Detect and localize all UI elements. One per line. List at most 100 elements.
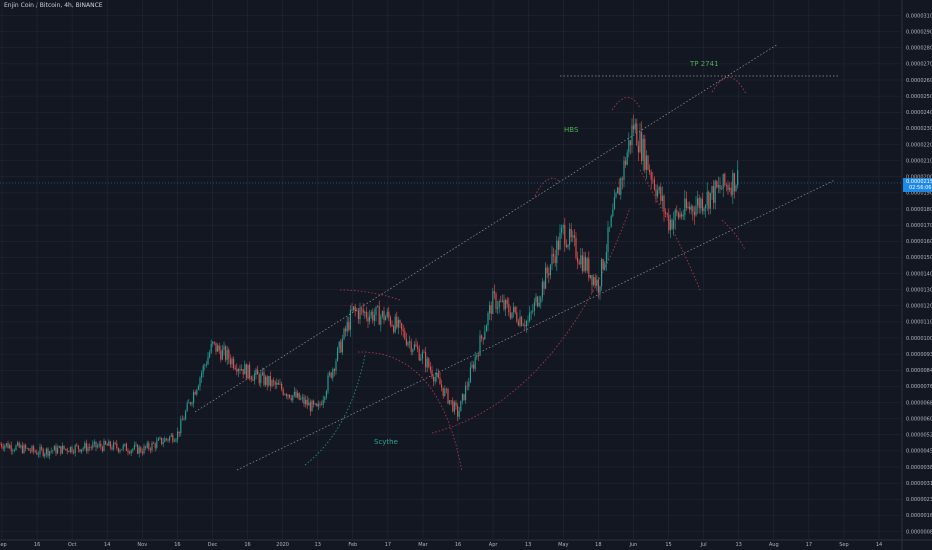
candle-body bbox=[519, 316, 521, 326]
candle-body bbox=[2, 446, 4, 449]
candle-body bbox=[573, 235, 575, 238]
candle-body bbox=[673, 220, 675, 229]
candle-body bbox=[55, 446, 57, 454]
candle-body bbox=[476, 355, 478, 358]
candle-body bbox=[530, 311, 532, 313]
candle-body bbox=[229, 359, 231, 365]
candle-body bbox=[401, 323, 403, 330]
candle-body bbox=[572, 235, 574, 238]
candle-body bbox=[279, 383, 281, 385]
candle-body bbox=[239, 368, 241, 371]
candle-body bbox=[613, 197, 615, 210]
scythe-arc-left bbox=[304, 354, 366, 466]
x-tick-label: Nov bbox=[137, 542, 147, 548]
candle-body bbox=[690, 206, 692, 210]
candle-body bbox=[133, 445, 135, 449]
candle-body bbox=[138, 447, 140, 454]
candle-body bbox=[284, 394, 286, 395]
candle-body bbox=[420, 358, 422, 361]
candle-body bbox=[359, 308, 361, 320]
candle-body bbox=[714, 181, 716, 203]
candle-body bbox=[265, 376, 267, 385]
candle-body bbox=[77, 445, 79, 450]
candle-body bbox=[151, 443, 153, 451]
candle-body bbox=[13, 450, 15, 451]
candle-body bbox=[117, 447, 119, 452]
candle-body bbox=[641, 132, 643, 161]
candle-body bbox=[100, 443, 102, 447]
candle-body bbox=[671, 219, 673, 229]
candle-body bbox=[199, 377, 201, 387]
candle-body bbox=[498, 301, 500, 308]
candle-body bbox=[477, 355, 479, 356]
candle-body bbox=[543, 281, 545, 289]
candle-body bbox=[610, 216, 612, 227]
candle-body bbox=[217, 345, 219, 352]
candle-body bbox=[4, 445, 6, 449]
candle-body bbox=[23, 445, 25, 453]
candle-body bbox=[481, 335, 483, 338]
candle-body bbox=[397, 319, 399, 328]
candle-body bbox=[473, 364, 475, 369]
candle-body bbox=[63, 445, 65, 449]
candle-body bbox=[148, 443, 150, 449]
candle-body bbox=[458, 411, 460, 417]
candle-body bbox=[604, 262, 606, 270]
candle-body bbox=[103, 441, 105, 451]
candle-body bbox=[321, 404, 323, 405]
x-tick-label: Feb bbox=[348, 542, 357, 548]
candle-body bbox=[319, 404, 321, 405]
candle-body bbox=[597, 279, 599, 293]
candle-body bbox=[225, 346, 227, 360]
candle-body bbox=[657, 190, 659, 197]
candle-body bbox=[618, 187, 620, 195]
candle-body bbox=[677, 212, 679, 218]
candle-body bbox=[445, 388, 447, 390]
x-tick-label: Apr bbox=[489, 542, 499, 548]
candle-body bbox=[44, 453, 46, 457]
price-badge-countdown: 02:56:06 bbox=[909, 185, 931, 191]
candle-body bbox=[93, 441, 95, 444]
candle-body bbox=[274, 381, 276, 385]
candle-body bbox=[68, 451, 70, 453]
candle-body bbox=[172, 435, 174, 442]
candle-body bbox=[201, 373, 203, 378]
candle-body bbox=[221, 349, 223, 360]
candle-body bbox=[655, 189, 657, 197]
candle-body bbox=[581, 255, 583, 272]
candle-body bbox=[340, 341, 342, 353]
candle-body bbox=[276, 382, 278, 385]
candle-body bbox=[226, 350, 228, 360]
candle-body bbox=[388, 311, 390, 318]
x-tick-label: Mar bbox=[418, 542, 428, 548]
candle-body bbox=[561, 227, 563, 233]
last-price-badge: 0.0000215002:56:06 bbox=[0, 178, 932, 192]
candle-body bbox=[66, 448, 68, 452]
candle-body bbox=[338, 341, 340, 348]
candle-body bbox=[695, 205, 697, 216]
candle-body bbox=[457, 405, 459, 417]
candle-body bbox=[293, 391, 295, 396]
candle-body bbox=[124, 443, 126, 446]
channel-lower-line bbox=[236, 179, 836, 471]
x-tick-label: Oct bbox=[68, 542, 77, 548]
candle-body bbox=[549, 264, 551, 276]
candle-body bbox=[33, 446, 35, 452]
candle-body bbox=[231, 358, 233, 365]
candle-body bbox=[177, 431, 179, 440]
candle-body bbox=[474, 357, 476, 369]
x-tick-label: 2020 bbox=[276, 542, 289, 548]
neckline-arc bbox=[639, 169, 701, 291]
candle-body bbox=[122, 445, 124, 450]
candle-body bbox=[705, 205, 707, 209]
